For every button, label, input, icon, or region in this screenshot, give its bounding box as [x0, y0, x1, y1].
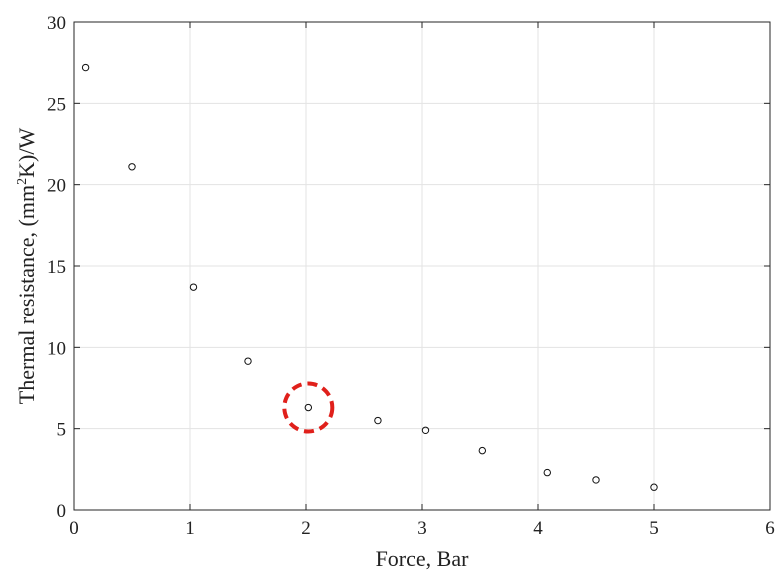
y-tick-label: 30 — [47, 13, 66, 34]
x-tick-label: 2 — [301, 518, 311, 539]
data-point — [421, 426, 430, 434]
x-tick-label: 3 — [417, 518, 427, 539]
y-tick-label: 10 — [47, 338, 66, 359]
data-point — [244, 357, 252, 365]
data-point — [592, 476, 600, 484]
data-points — [81, 63, 658, 491]
grid — [73, 21, 771, 511]
data-point — [478, 446, 487, 455]
y-tick-label: 0 — [57, 501, 67, 522]
data-point — [650, 483, 658, 491]
y-axis-title: Thermal resistance, (mm2K)/W — [14, 128, 39, 405]
x-tick-label: 0 — [69, 518, 79, 539]
x-axis-title: Force, Bar — [376, 546, 470, 571]
data-point — [189, 283, 198, 291]
data-point — [543, 468, 551, 477]
x-tick-label: 6 — [765, 518, 775, 539]
y-tick-label: 25 — [47, 94, 66, 115]
data-point — [128, 163, 136, 171]
annotations — [282, 381, 335, 434]
y-tick-label: 15 — [47, 257, 66, 278]
highlight-circle — [282, 381, 335, 434]
x-tick-label: 1 — [185, 518, 195, 539]
y-axis-title-unit: K)/W — [14, 128, 39, 178]
y-axis-title-superscript: 2 — [15, 178, 30, 185]
x-tick-label: 4 — [533, 518, 543, 539]
x-tick-label: 5 — [649, 518, 659, 539]
y-tick-labels: 0 5 10 15 20 25 30 — [47, 13, 66, 522]
y-tick-label: 20 — [47, 176, 66, 197]
x-tick-labels: 0 1 2 3 4 5 6 — [69, 518, 775, 539]
ticks — [73, 21, 771, 511]
data-point — [81, 63, 90, 72]
y-tick-label: 5 — [57, 420, 67, 441]
y-axis-title-main: Thermal resistance, (mm — [14, 185, 39, 404]
data-point — [304, 403, 313, 412]
data-point — [374, 416, 382, 425]
